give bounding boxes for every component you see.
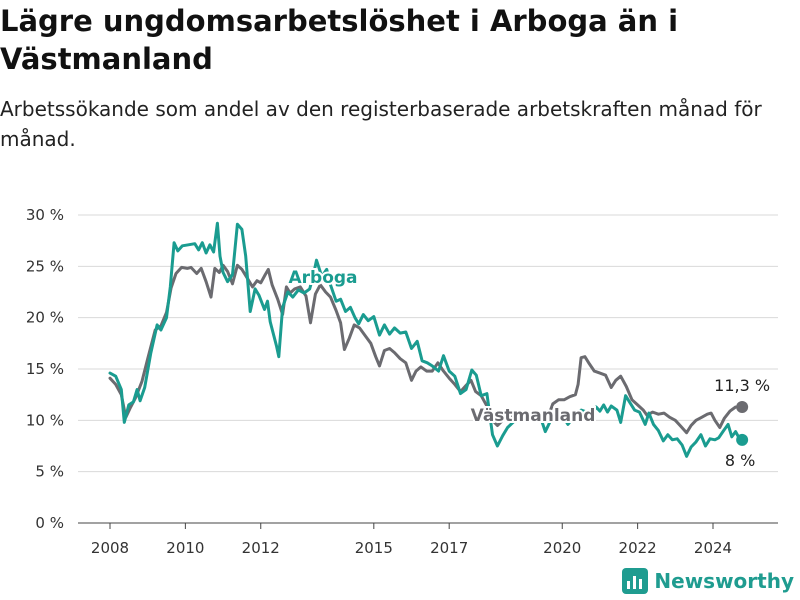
series-lines <box>108 221 749 458</box>
gridlines <box>78 214 778 524</box>
series-label-arboga: Arboga <box>288 268 357 288</box>
y-tick-label: 25 % <box>26 257 64 275</box>
chart-subtitle: Arbetssökande som andel av den registerb… <box>0 97 762 151</box>
x-tick-label: 2012 <box>242 539 280 557</box>
series-label-vastmanland: Västmanland <box>471 406 596 426</box>
y-tick-label: 10 % <box>26 411 64 429</box>
brand-name: Newsworthy <box>654 569 794 593</box>
series-labels: Arboga Västmanland 11,3 % 8 % <box>286 266 770 470</box>
y-tick-label: 5 % <box>35 463 64 481</box>
series-line-vstmanland <box>108 263 742 435</box>
y-axis-ticks: 0 % 5 % 10 % 15 % 20 % 25 % 30 % <box>26 206 64 532</box>
end-label-vastmanland: 11,3 % <box>714 376 770 395</box>
series-end-point <box>736 433 749 446</box>
y-tick-label: 0 % <box>35 514 64 532</box>
y-tick-label: 20 % <box>26 309 64 327</box>
chart-title: Lägre ungdomsarbetslöshet i Arboga än i … <box>0 4 679 76</box>
y-tick-label: 30 % <box>26 206 64 224</box>
newsworthy-icon <box>622 568 649 594</box>
x-tick-label: 2015 <box>355 539 393 557</box>
series-end-point <box>736 400 749 413</box>
x-tick-label: 2024 <box>694 539 732 557</box>
y-tick-label: 15 % <box>26 360 64 378</box>
x-tick-label: 2017 <box>430 539 468 557</box>
x-tick-label: 2010 <box>166 539 204 557</box>
newsworthy-logo: Newsworthy <box>622 568 794 594</box>
series-line-arboga <box>108 221 742 458</box>
x-tick-label: 2022 <box>619 539 657 557</box>
x-tick-label: 2020 <box>543 539 581 557</box>
x-axis-ticks: 2008 2010 2012 2015 2017 2020 2022 2024 <box>78 522 778 557</box>
end-label-arboga: 8 % <box>725 451 755 470</box>
x-tick-label: 2008 <box>91 539 129 557</box>
